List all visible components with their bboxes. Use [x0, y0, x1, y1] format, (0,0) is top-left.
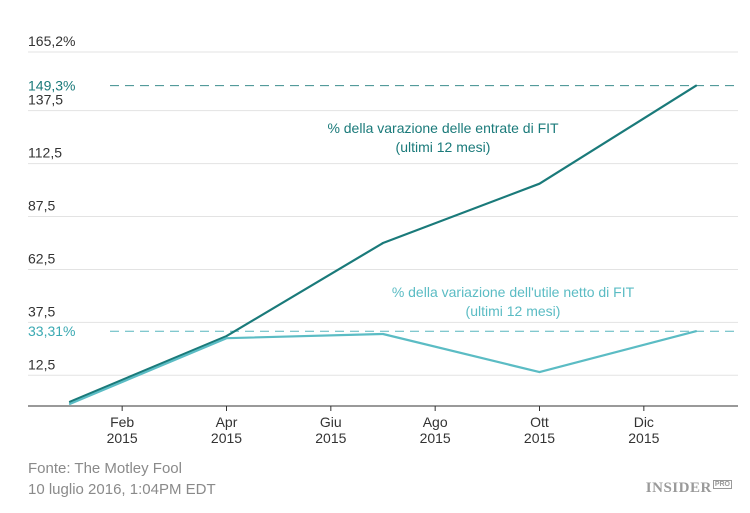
series-line-2 — [68, 330, 698, 405]
date-note: 10 luglio 2016, 1:04PM EDT — [28, 481, 216, 498]
logo-pro-badge: PRO — [712, 480, 732, 489]
source-note: Fonte: The Motley Fool — [28, 460, 182, 477]
series-label-line1: % della variazione dell'utile netto di F… — [392, 284, 635, 300]
insider-pro-logo: INSIDER PRO — [646, 480, 732, 497]
x-tick-month: Giu — [320, 414, 342, 430]
x-axis: Feb2015Apr2015Giu2015Ago2015Ott2015Dic20… — [28, 405, 738, 446]
y-tick-label: 112,5 — [28, 145, 62, 161]
x-tick-year: 2015 — [315, 430, 346, 446]
reference-value-label: 33,31% — [28, 323, 75, 339]
y-axis-ticks: 165,2% 137,5 112,5 87,5 62,5 37,5 12,5 — [28, 33, 75, 372]
x-tick-year: 2015 — [524, 430, 555, 446]
y-tick-label: 12,5 — [28, 356, 55, 372]
x-tick-month: Ago — [423, 414, 448, 430]
y-tick-label: 37,5 — [28, 303, 55, 319]
grid-lines — [28, 51, 738, 376]
x-tick-month: Dic — [634, 414, 654, 430]
reference-value-label: 149,3% — [28, 78, 75, 94]
x-tick-year: 2015 — [107, 430, 138, 446]
series-labels: % della varazione delle entrate di FIT (u… — [327, 120, 634, 319]
series-label-line2: (ultimi 12 mesi) — [396, 139, 491, 155]
x-tick-year: 2015 — [420, 430, 451, 446]
y-tick-label: 165,2% — [28, 33, 75, 49]
x-tick-month: Feb — [110, 414, 134, 430]
x-tick-year: 2015 — [628, 430, 659, 446]
series-label-line2: (ultimi 12 mesi) — [466, 303, 561, 319]
x-tick-year: 2015 — [211, 430, 242, 446]
y-tick-label: 62,5 — [28, 250, 55, 266]
reference-lines: 149,3% 33,31% — [28, 78, 738, 339]
y-tick-label: 87,5 — [28, 198, 55, 214]
x-tick-month: Ott — [530, 414, 549, 430]
x-tick-month: Apr — [216, 414, 238, 430]
series-line-1 — [68, 84, 698, 403]
series-label-line1: % della varazione delle entrate di FIT — [327, 120, 559, 136]
logo-text: INSIDER — [645, 480, 712, 496]
series-lines — [68, 84, 698, 405]
y-tick-label: 137,5 — [28, 92, 63, 108]
